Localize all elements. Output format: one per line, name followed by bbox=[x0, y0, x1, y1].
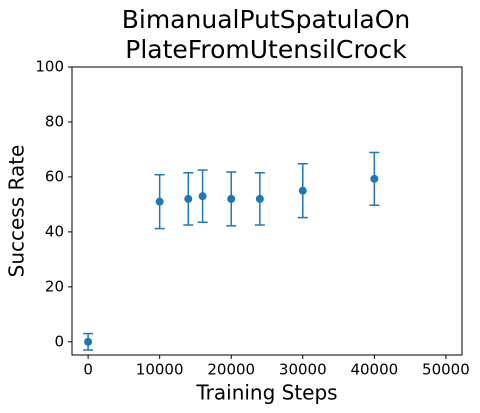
y-tick-label: 0 bbox=[54, 332, 64, 350]
y-tick-label: 60 bbox=[45, 167, 64, 185]
chart-title: BimanualPutSpatulaOn bbox=[122, 5, 411, 34]
y-tick-label: 80 bbox=[45, 112, 64, 130]
x-axis-label: Training Steps bbox=[195, 381, 337, 405]
x-tick-label: 30000 bbox=[279, 361, 327, 379]
x-tick-label: 50000 bbox=[422, 361, 470, 379]
y-tick-label: 20 bbox=[45, 277, 64, 295]
point bbox=[198, 192, 207, 201]
point bbox=[184, 194, 193, 203]
point bbox=[298, 186, 307, 195]
plot-frame bbox=[71, 66, 463, 356]
x-tick-label: 0 bbox=[83, 361, 93, 379]
point bbox=[155, 197, 164, 206]
y-tick-label: 100 bbox=[35, 58, 64, 76]
point bbox=[227, 194, 236, 203]
chart-title: PlateFromUtensilCrock bbox=[125, 35, 407, 64]
y-axis-label: Success Rate bbox=[5, 145, 29, 278]
point bbox=[255, 194, 264, 203]
point bbox=[84, 337, 93, 346]
x-tick-label: 20000 bbox=[207, 361, 255, 379]
x-tick-label: 40000 bbox=[350, 361, 398, 379]
y-tick-label: 40 bbox=[45, 222, 64, 240]
x-tick-label: 10000 bbox=[136, 361, 184, 379]
point bbox=[370, 174, 379, 183]
